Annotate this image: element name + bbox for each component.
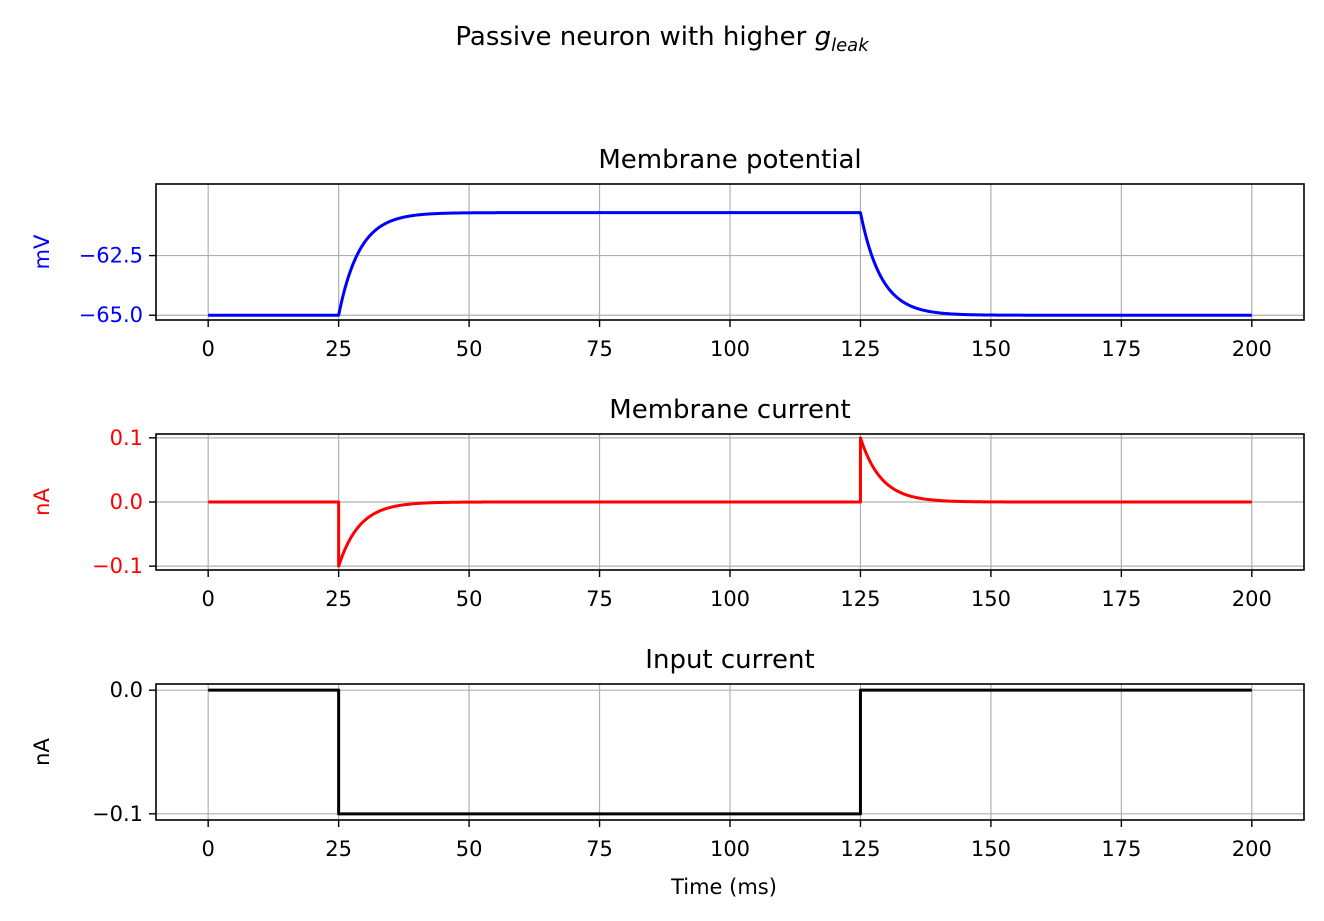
x-tick-label: 25 [325, 337, 352, 361]
panel-title: Membrane current [609, 395, 850, 425]
x-tick-label: 175 [1101, 337, 1141, 361]
membrane-current-panel: 0 25 50 75 100 125 150 175 200 −0.1 0.0 0.1 Membrane… [30, 395, 1305, 611]
x-tick-label: 150 [971, 837, 1011, 861]
x-tick-label: 50 [456, 337, 483, 361]
y-tick-label: −0.1 [92, 554, 143, 578]
x-axis-label: Time (ms) [670, 875, 777, 899]
x-tick-label: 50 [456, 587, 483, 611]
x-tick-label: 75 [586, 837, 613, 861]
x-tick-label: 125 [840, 837, 880, 861]
input-current-panel: 0 25 50 75 100 125 150 175 200 −0.1 0.0 Input curre… [30, 645, 1305, 899]
x-tick-label: 50 [456, 837, 483, 861]
x-tick-label: 0 [201, 587, 214, 611]
x-tick-label: 25 [325, 587, 352, 611]
y-axis-label: nA [30, 738, 54, 766]
y-tick-label: −62.5 [79, 244, 143, 268]
x-tick-label: 175 [1101, 587, 1141, 611]
y-tick-label: −0.1 [92, 802, 143, 826]
x-tick-label: 175 [1101, 837, 1141, 861]
panel-title: Membrane potential [598, 145, 861, 175]
x-tick-label: 75 [586, 587, 613, 611]
x-tick-label: 0 [201, 337, 214, 361]
y-tick-label: 0.0 [110, 490, 143, 514]
x-tick-label: 125 [840, 587, 880, 611]
series-line [208, 688, 1252, 816]
suptitle-symbol: g [815, 22, 832, 52]
panel-title: Input current [645, 645, 814, 675]
suptitle-subscript: leak [831, 35, 870, 56]
x-tick-label: 150 [971, 587, 1011, 611]
suptitle-text: Passive neuron with higher [455, 22, 814, 52]
y-tick-label: 0.1 [110, 426, 143, 450]
x-tick-label: 75 [586, 337, 613, 361]
membrane-potential-panel: 0 25 50 75 100 125 150 175 200 −65.0 −62.5 Membrane… [30, 145, 1305, 361]
series-line [207, 436, 1253, 568]
x-tick-label: 100 [710, 837, 750, 861]
x-tick-label: 100 [710, 587, 750, 611]
x-tick-label: 200 [1232, 837, 1272, 861]
y-tick-label: −65.0 [79, 303, 143, 327]
x-tick-label: 0 [201, 837, 214, 861]
x-tick-label: 200 [1232, 337, 1272, 361]
x-tick-label: 150 [971, 337, 1011, 361]
x-tick-label: 25 [325, 837, 352, 861]
x-tick-label: 100 [710, 337, 750, 361]
y-axis-label: mV [30, 234, 54, 269]
x-tick-label: 125 [840, 337, 880, 361]
y-axis-label: nA [30, 488, 54, 516]
series-line [207, 211, 1253, 317]
x-tick-label: 200 [1232, 587, 1272, 611]
figure-suptitle: Passive neuron with higher gleak [455, 22, 870, 56]
y-tick-label: 0.0 [110, 678, 143, 702]
